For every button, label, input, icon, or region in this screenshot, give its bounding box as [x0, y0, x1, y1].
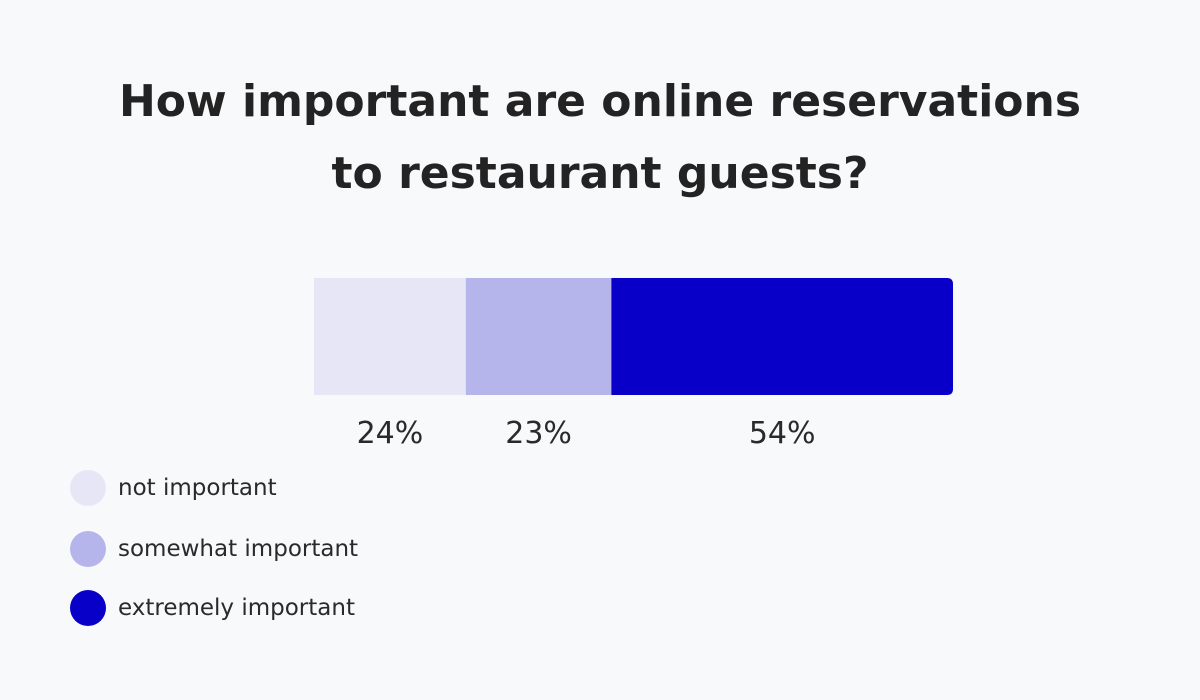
legend-label-not-important: not important	[118, 475, 277, 501]
legend-swatch-not-important	[70, 470, 106, 506]
bar-segment-somewhat-important	[465, 278, 612, 395]
bar-segment-extremely-important	[611, 278, 953, 395]
data-label-extremely-important: 54%	[749, 416, 816, 451]
chart-title: How important are online reservations to…	[0, 66, 1200, 210]
bar-segment-not-important	[314, 278, 466, 395]
legend-label-extremely-important: extremely important	[118, 595, 355, 621]
chart-title-line-2: to restaurant guests?	[331, 148, 869, 199]
chart-title-line-1: How important are online reservations	[118, 76, 1082, 127]
legend-label-somewhat-important: somewhat important	[118, 536, 359, 562]
data-label-somewhat-important: 23%	[505, 416, 572, 451]
legend-item-not-important: not important	[70, 470, 277, 506]
legend-item-extremely-important: extremely important	[70, 590, 355, 626]
legend-item-somewhat-important: somewhat important	[70, 531, 358, 567]
legend-swatch-extremely-important	[70, 590, 106, 626]
data-label-not-important: 24%	[357, 416, 424, 451]
legend-swatch-somewhat-important	[70, 531, 106, 567]
